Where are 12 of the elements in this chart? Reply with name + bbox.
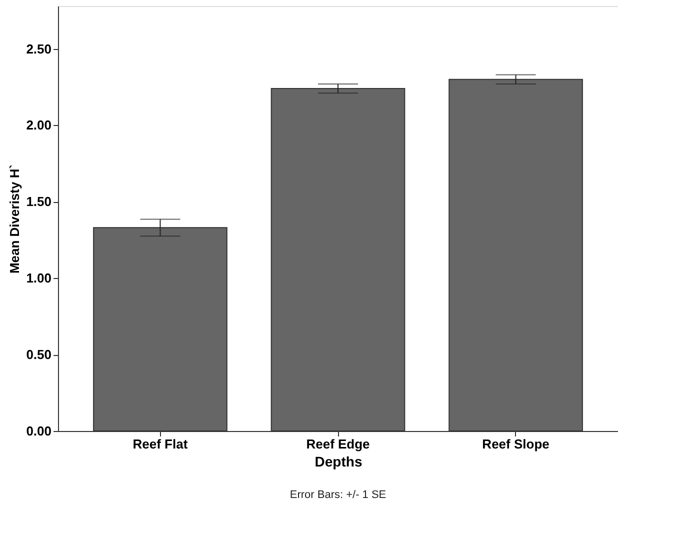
x-tick-label: Reef Flat [132, 436, 188, 452]
x-axis-title: Depths [314, 454, 362, 470]
y-axis-title: Mean Diveristy H` [7, 164, 22, 274]
y-tick-label: 0.50 [26, 347, 52, 362]
y-tick-label: 1.00 [26, 270, 52, 286]
text: Error Bars: +/- 1 SE [290, 489, 386, 501]
y-tick-label: 2.50 [26, 41, 52, 56]
y-tick-label: 1.50 [26, 194, 52, 210]
y-tick-label: 2.00 [26, 118, 52, 133]
y-tick-label: 0.00 [26, 424, 52, 438]
x-tick-label: Reef Edge [306, 436, 370, 452]
x-tick-label: Reef Slope [482, 436, 550, 452]
